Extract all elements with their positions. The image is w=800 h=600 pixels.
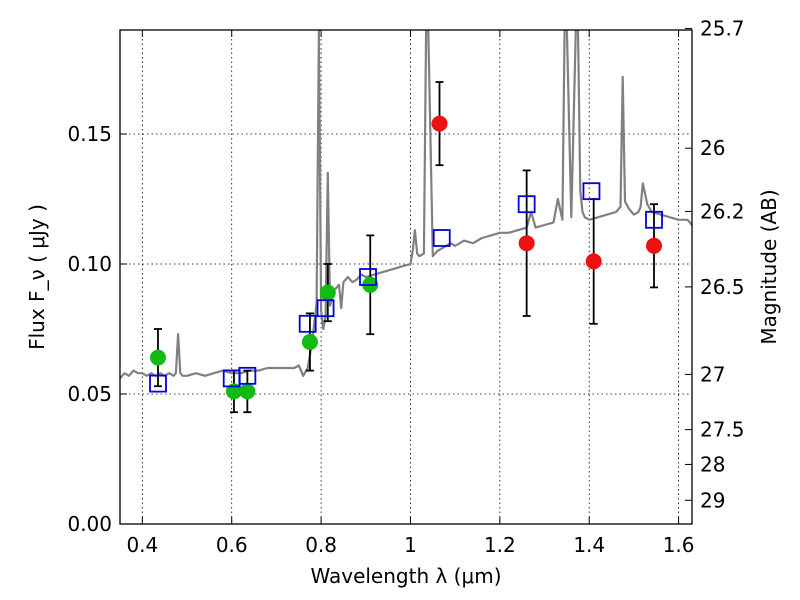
red-point	[646, 237, 663, 254]
y-tick-label: 0.10	[67, 252, 112, 276]
magnitude-tick-label: 26.5	[700, 275, 745, 299]
magnitude-axis-title: Magnitude (AB)	[757, 189, 781, 344]
grid	[120, 30, 692, 524]
model-square	[238, 366, 257, 385]
magnitude-tick-label: 27.5	[700, 418, 745, 442]
spectrum-series	[120, 30, 692, 380]
x-tick-label: 1	[404, 533, 417, 557]
y-axis-ticks: 0.00 0.05 0.10 0.15	[67, 122, 127, 536]
x-tick-label: 0.4	[126, 533, 158, 557]
model-square	[645, 210, 663, 229]
model-square	[582, 182, 601, 201]
model-square	[149, 374, 167, 393]
model-square	[432, 229, 451, 247]
errorbars	[153, 81, 659, 414]
green-point	[149, 349, 166, 366]
model-square	[316, 299, 335, 318]
x-tick-label: 1.2	[484, 533, 516, 557]
y-axis-title: Flux F_ν ( μJy )	[25, 204, 49, 350]
x-tick-label: 1.6	[663, 533, 695, 557]
model-square	[517, 195, 536, 214]
x-tick-label: 0.6	[216, 533, 248, 557]
y-tick-label: 0.15	[67, 122, 112, 146]
magnitude-tick-label: 25.7	[700, 17, 745, 41]
green-point	[239, 383, 256, 400]
observed-points	[149, 115, 663, 400]
red-point	[518, 235, 535, 252]
red-point	[431, 115, 448, 132]
y-tick-label: 0.05	[67, 382, 112, 406]
red-point	[585, 253, 602, 270]
green-point	[301, 334, 318, 350]
model-square	[298, 314, 317, 333]
x-tick-label: 1.4	[573, 533, 605, 557]
magnitude-tick-label: 28	[700, 452, 725, 476]
plot-frame	[119, 29, 693, 525]
model-square	[359, 268, 377, 286]
x-tick-label: 0.8	[305, 533, 337, 557]
model-squares	[149, 182, 663, 393]
green-point	[319, 284, 336, 301]
x-axis-ticks: 0.4 0.6 0.8 1 1.2 1.4 1.6	[126, 30, 695, 557]
magnitude-tick-label: 26.2	[700, 199, 745, 223]
x-axis-title: Wavelength λ (μm)	[310, 564, 501, 588]
y-tick-label: 0.00	[67, 512, 112, 536]
magnitude-tick-label: 27	[700, 362, 725, 386]
magnitude-axis-ticks: 25.7 26 26.2 26.5 27 27.5 28 29	[685, 17, 745, 512]
magnitude-tick-label: 26	[700, 136, 725, 160]
magnitude-tick-label: 29	[700, 488, 725, 512]
spectrum-line	[120, 30, 692, 380]
